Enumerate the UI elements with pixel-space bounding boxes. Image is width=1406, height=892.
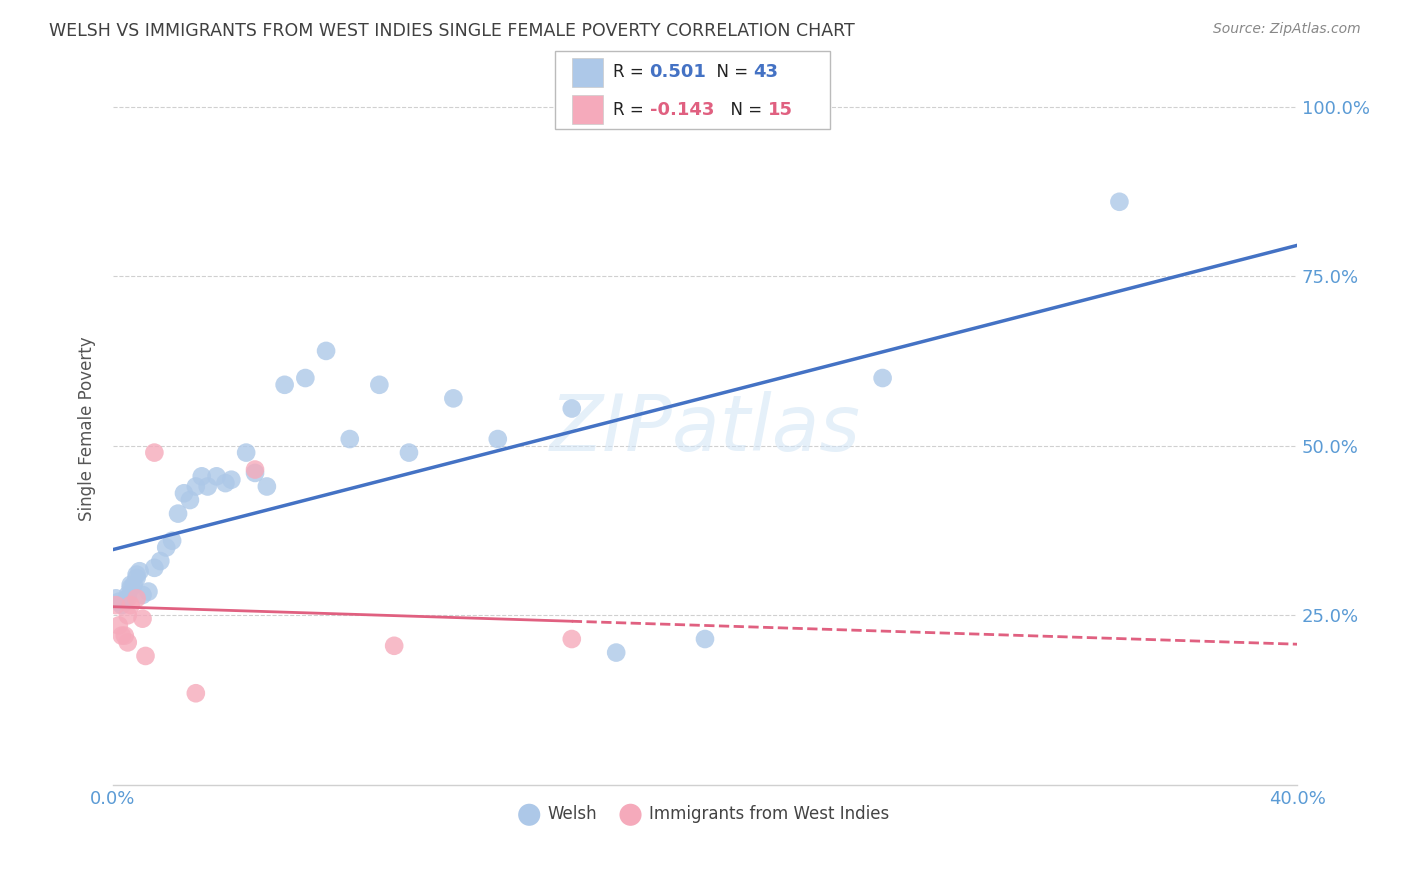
Text: R =: R = — [613, 101, 650, 119]
Point — [120, 598, 142, 612]
Point — [561, 401, 583, 416]
Text: N =: N = — [706, 63, 754, 81]
Point — [143, 561, 166, 575]
Point — [108, 618, 131, 632]
Point — [134, 648, 156, 663]
Point — [125, 571, 148, 585]
Text: Source: ZipAtlas.com: Source: ZipAtlas.com — [1213, 22, 1361, 37]
Point — [160, 533, 183, 548]
Point — [693, 632, 716, 646]
Point — [273, 377, 295, 392]
Point — [117, 588, 139, 602]
Text: 0.501: 0.501 — [650, 63, 706, 81]
Point — [214, 476, 236, 491]
Point — [205, 469, 228, 483]
Point — [441, 392, 464, 406]
Text: 15: 15 — [768, 101, 793, 119]
Point — [122, 578, 145, 592]
Point — [120, 581, 142, 595]
Point — [872, 371, 894, 385]
Point — [561, 632, 583, 646]
Point — [368, 377, 391, 392]
Point — [197, 479, 219, 493]
Point — [131, 612, 153, 626]
Point — [167, 507, 190, 521]
Point — [184, 479, 207, 493]
Point — [155, 541, 177, 555]
Point — [104, 598, 127, 612]
Text: -0.143: -0.143 — [650, 101, 714, 119]
Point — [294, 371, 316, 385]
Point — [111, 598, 134, 612]
Point — [104, 591, 127, 606]
Legend: Welsh, Immigrants from West Indies: Welsh, Immigrants from West Indies — [515, 798, 896, 830]
Text: N =: N = — [720, 101, 768, 119]
Point — [125, 567, 148, 582]
Point — [138, 584, 160, 599]
Point — [128, 564, 150, 578]
Point — [117, 608, 139, 623]
Point — [117, 635, 139, 649]
Point — [256, 479, 278, 493]
Point — [382, 639, 405, 653]
Point — [243, 466, 266, 480]
Text: R =: R = — [613, 63, 650, 81]
Text: 43: 43 — [754, 63, 779, 81]
Point — [315, 343, 337, 358]
Point — [117, 591, 139, 606]
Point — [114, 595, 136, 609]
Point — [235, 445, 257, 459]
Point — [486, 432, 509, 446]
Y-axis label: Single Female Poverty: Single Female Poverty — [79, 336, 96, 521]
Text: ZIPatlas: ZIPatlas — [550, 391, 860, 467]
Point — [605, 646, 627, 660]
Point — [398, 445, 420, 459]
Point — [1108, 194, 1130, 209]
Point — [179, 493, 201, 508]
Point — [131, 588, 153, 602]
Point — [114, 629, 136, 643]
Point — [221, 473, 243, 487]
Text: WELSH VS IMMIGRANTS FROM WEST INDIES SINGLE FEMALE POVERTY CORRELATION CHART: WELSH VS IMMIGRANTS FROM WEST INDIES SIN… — [49, 22, 855, 40]
Point — [125, 591, 148, 606]
Point — [243, 462, 266, 476]
Point — [143, 445, 166, 459]
Point — [339, 432, 361, 446]
Point — [190, 469, 212, 483]
Point — [111, 629, 134, 643]
Point — [120, 578, 142, 592]
Point — [108, 595, 131, 609]
Point — [184, 686, 207, 700]
Point — [149, 554, 172, 568]
Point — [173, 486, 195, 500]
